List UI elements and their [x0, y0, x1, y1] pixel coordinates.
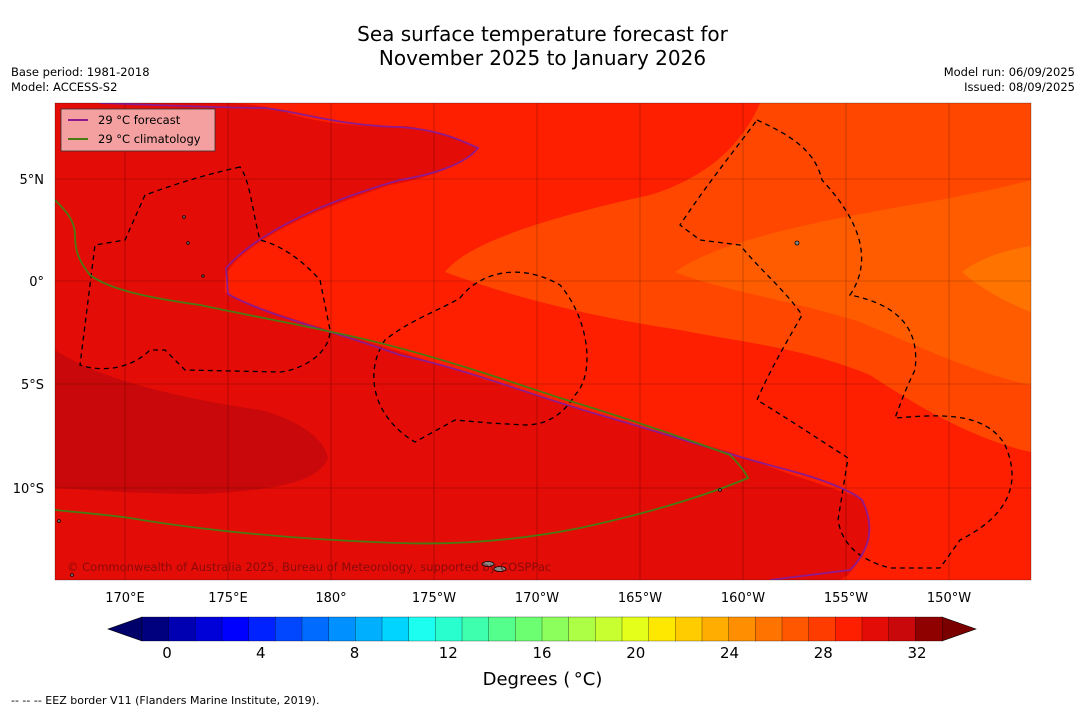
island-5: [57, 519, 61, 523]
colorbar-tick-labels: 0 4 8 12 16 20 24 28 32: [162, 644, 926, 662]
meta-left: Base period: 1981-2018 Model: ACCESS-S2: [11, 65, 150, 95]
colorbar-cell: [728, 616, 756, 642]
islands: [57, 215, 800, 577]
eez-borders: [79, 119, 1013, 569]
island-1: [182, 215, 186, 219]
colorbar-cell: [781, 616, 810, 642]
title-line-1: Sea surface temperature forecast for: [357, 22, 728, 46]
colorbar-cell: [888, 616, 916, 642]
lon-label-155w: 155°W: [824, 591, 868, 606]
colorbar-tick-label: 28: [814, 644, 833, 662]
colorbar: 0 4 8 12 16 20 24 28 32: [107, 616, 977, 662]
lat-label-5s: 5°S: [21, 378, 44, 393]
colorbar-cell: [141, 616, 170, 642]
colorbar-cell: [221, 616, 250, 642]
model-name: Model: ACCESS-S2: [11, 80, 118, 94]
colorbar-units-label: Degrees ( °C): [482, 669, 603, 690]
colorbar-cell: [808, 616, 836, 642]
lat-label-0: 0°: [29, 275, 44, 290]
legend-box: [60, 108, 216, 152]
island-3: [201, 274, 205, 278]
colorbar-high-arrow: [941, 616, 977, 642]
colorbar-tick-label: 0: [162, 644, 172, 662]
contour-29c-forecast: [99, 103, 871, 580]
title-line-2: November 2025 to January 2026: [378, 46, 707, 70]
colorbar-cell: [915, 616, 943, 642]
map-border: [54, 102, 1032, 581]
island-4: [718, 488, 722, 492]
colorbar-cell: [461, 616, 490, 642]
lon-label-150w: 150°W: [927, 591, 971, 606]
base-period: Base period: 1981-2018: [11, 65, 150, 79]
band-25-26-east: [962, 246, 1031, 312]
island-2: [186, 241, 190, 245]
colorbar-cells: [141, 616, 943, 642]
colorbar-cell: [861, 616, 890, 642]
chart-title: Sea surface temperature forecast for Nov…: [0, 22, 1085, 70]
colorbar-cell: [568, 616, 596, 642]
colorbar-cell: [248, 616, 276, 642]
colorbar-tick-label: 32: [907, 644, 926, 662]
legend: 29 °C forecast 29 °C climatology: [60, 108, 216, 152]
lon-label-180: 180°: [315, 591, 346, 606]
lon-labels: 170°E 175°E 180° 175°W 170°W 165°W 160°W…: [105, 591, 971, 606]
colorbar-cell: [621, 616, 650, 642]
colorbar-cell: [835, 616, 863, 642]
lon-label-165w: 165°W: [618, 591, 662, 606]
colorbar-cell: [541, 616, 570, 642]
colorbar-cell: [355, 616, 383, 642]
colorbar-low-arrow: [107, 616, 143, 642]
colorbar-tick-label: 20: [626, 644, 645, 662]
eez-tuvalu: [79, 166, 331, 373]
colorbar-cell: [195, 616, 223, 642]
colorbar-cell: [595, 616, 623, 642]
colorbar-cell: [648, 616, 676, 642]
model-run: Model run: 06/09/2025: [943, 65, 1075, 79]
colorbar-tick-label: 24: [720, 644, 739, 662]
gridlines: [55, 103, 1031, 580]
colorbar-cell: [328, 616, 356, 642]
colorbar-cell: [701, 616, 730, 642]
map-panel: © Commonwealth of Australia 2025, Bureau…: [55, 103, 1031, 580]
copyright-text: © Commonwealth of Australia 2025, Bureau…: [67, 560, 551, 574]
colorbar-tick-label: 4: [256, 644, 266, 662]
lon-label-175e: 175°E: [208, 591, 248, 606]
colorbar-cell: [275, 616, 303, 642]
colorbar-cell: [675, 616, 703, 642]
warm-pocket-30-31: [55, 350, 328, 494]
colorbar-cell: [381, 616, 410, 642]
colorbar-cell: [488, 616, 516, 642]
colorbar-cell: [301, 616, 330, 642]
legend-climatology-label: 29 °C climatology: [98, 132, 201, 146]
island-samoa-2: [493, 566, 507, 572]
island-kiritimati: [794, 240, 800, 246]
lon-label-160w: 160°W: [721, 591, 765, 606]
island-samoa: [481, 561, 495, 567]
contour-29c-climatology: [55, 199, 750, 545]
colorbar-cell: [168, 616, 196, 642]
colorbar-cell: [755, 616, 783, 642]
eez-note: -- -- -- EEZ border V11 (Flanders Marine…: [11, 694, 320, 707]
lon-label-170w: 170°W: [515, 591, 559, 606]
lon-label-170e: 170°E: [105, 591, 145, 606]
colorbar-tick-label: 12: [439, 644, 458, 662]
lat-label-5n: 5°N: [20, 173, 45, 188]
lat-label-10s: 10°S: [13, 482, 44, 497]
eez-kiribati-line: [679, 119, 1013, 569]
colorbar-tick-label: 8: [350, 644, 360, 662]
lon-label-175w: 175°W: [412, 591, 456, 606]
colorbar-cell: [515, 616, 543, 642]
lat-labels: 5°N 0° 5°S 10°S: [13, 173, 44, 497]
colorbar-cell: [435, 616, 463, 642]
legend-forecast-label: 29 °C forecast: [98, 113, 181, 127]
issued-date: Issued: 08/09/2025: [964, 80, 1075, 94]
colorbar-tick-label: 16: [532, 644, 551, 662]
band-26-27-east: [675, 180, 1031, 385]
eez-tokelau: [373, 271, 588, 443]
colorbar-cell: [408, 616, 436, 642]
island-6: [70, 573, 74, 577]
meta-right: Model run: 06/09/2025 Issued: 08/09/2025: [944, 65, 1075, 95]
